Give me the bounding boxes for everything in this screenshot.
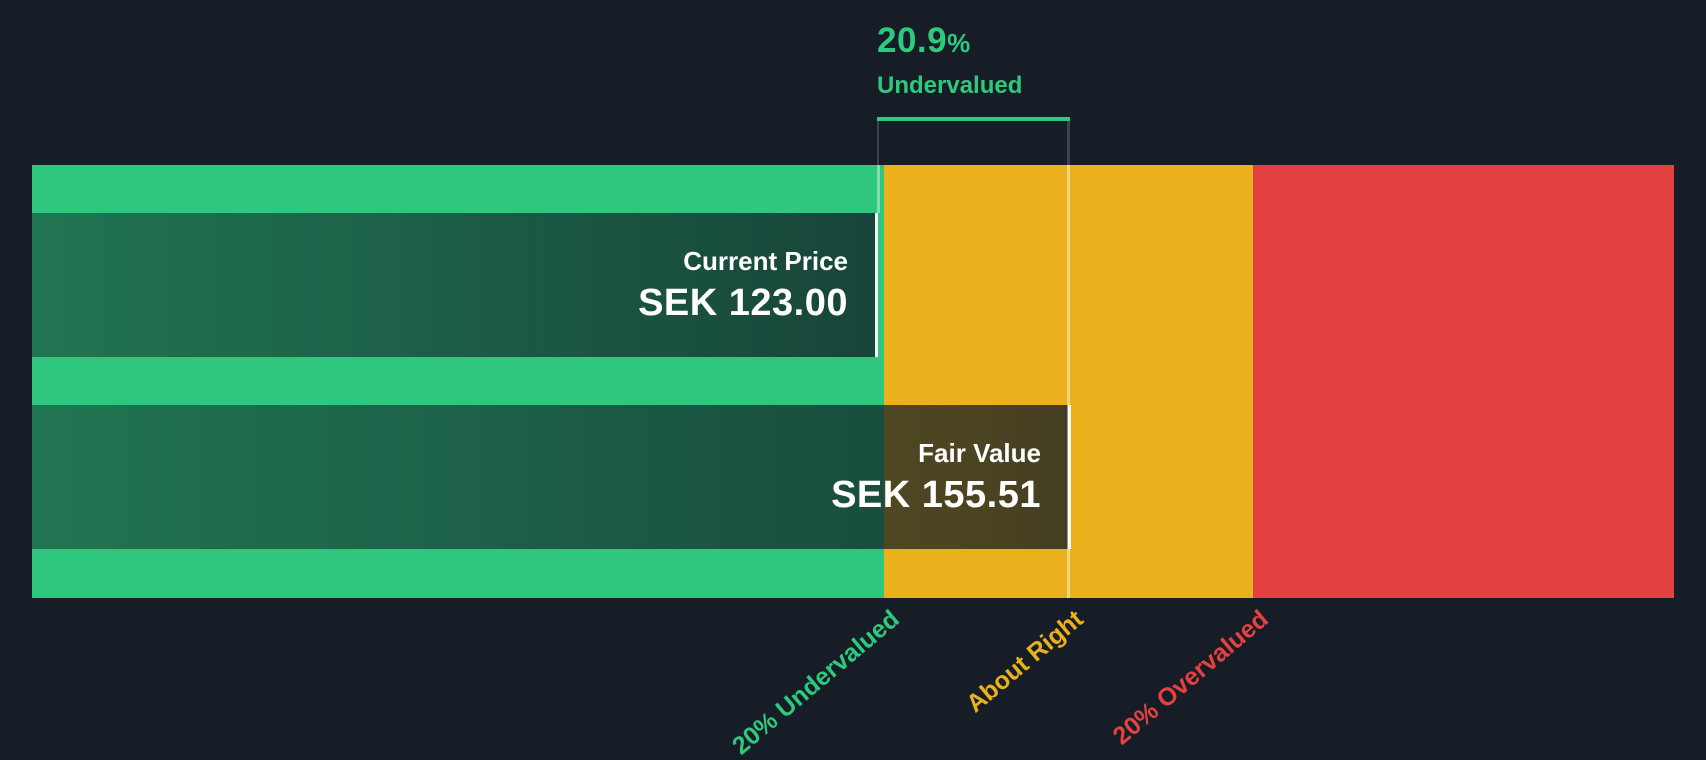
- fair-value-value: SEK 155.51: [831, 474, 1041, 516]
- zone-overvalued: [1253, 165, 1674, 598]
- bracket-left-line: [877, 121, 879, 165]
- bracket-right-line: [1067, 121, 1070, 165]
- axis-label-undervalued: 20% Undervalued: [726, 604, 905, 760]
- bracket-top-line: [877, 117, 1070, 121]
- current-price-marker-line: [877, 165, 880, 213]
- fair-value-label: Fair Value: [918, 438, 1041, 468]
- discount-percent-value: 20.9: [877, 21, 948, 60]
- fair-value-bar: Fair Value SEK 155.51: [32, 405, 1071, 549]
- axis-label-overvalued: 20% Overvalued: [1107, 604, 1274, 751]
- chart-area: Current Price SEK 123.00 Fair Value SEK …: [32, 165, 1674, 598]
- percent-sign: %: [947, 28, 971, 58]
- current-price-bar: Current Price SEK 123.00: [32, 213, 878, 357]
- current-price-value: SEK 123.00: [638, 282, 848, 324]
- axis-label-about-right: About Right: [961, 604, 1089, 719]
- valuation-annotation: 20.9% Undervalued: [877, 20, 1022, 100]
- valuation-status-label: Undervalued: [877, 72, 1023, 99]
- current-price-label: Current Price: [683, 246, 848, 276]
- fair-value-marker-line: [1067, 165, 1070, 598]
- discount-percent: 20.9%: [877, 20, 1022, 64]
